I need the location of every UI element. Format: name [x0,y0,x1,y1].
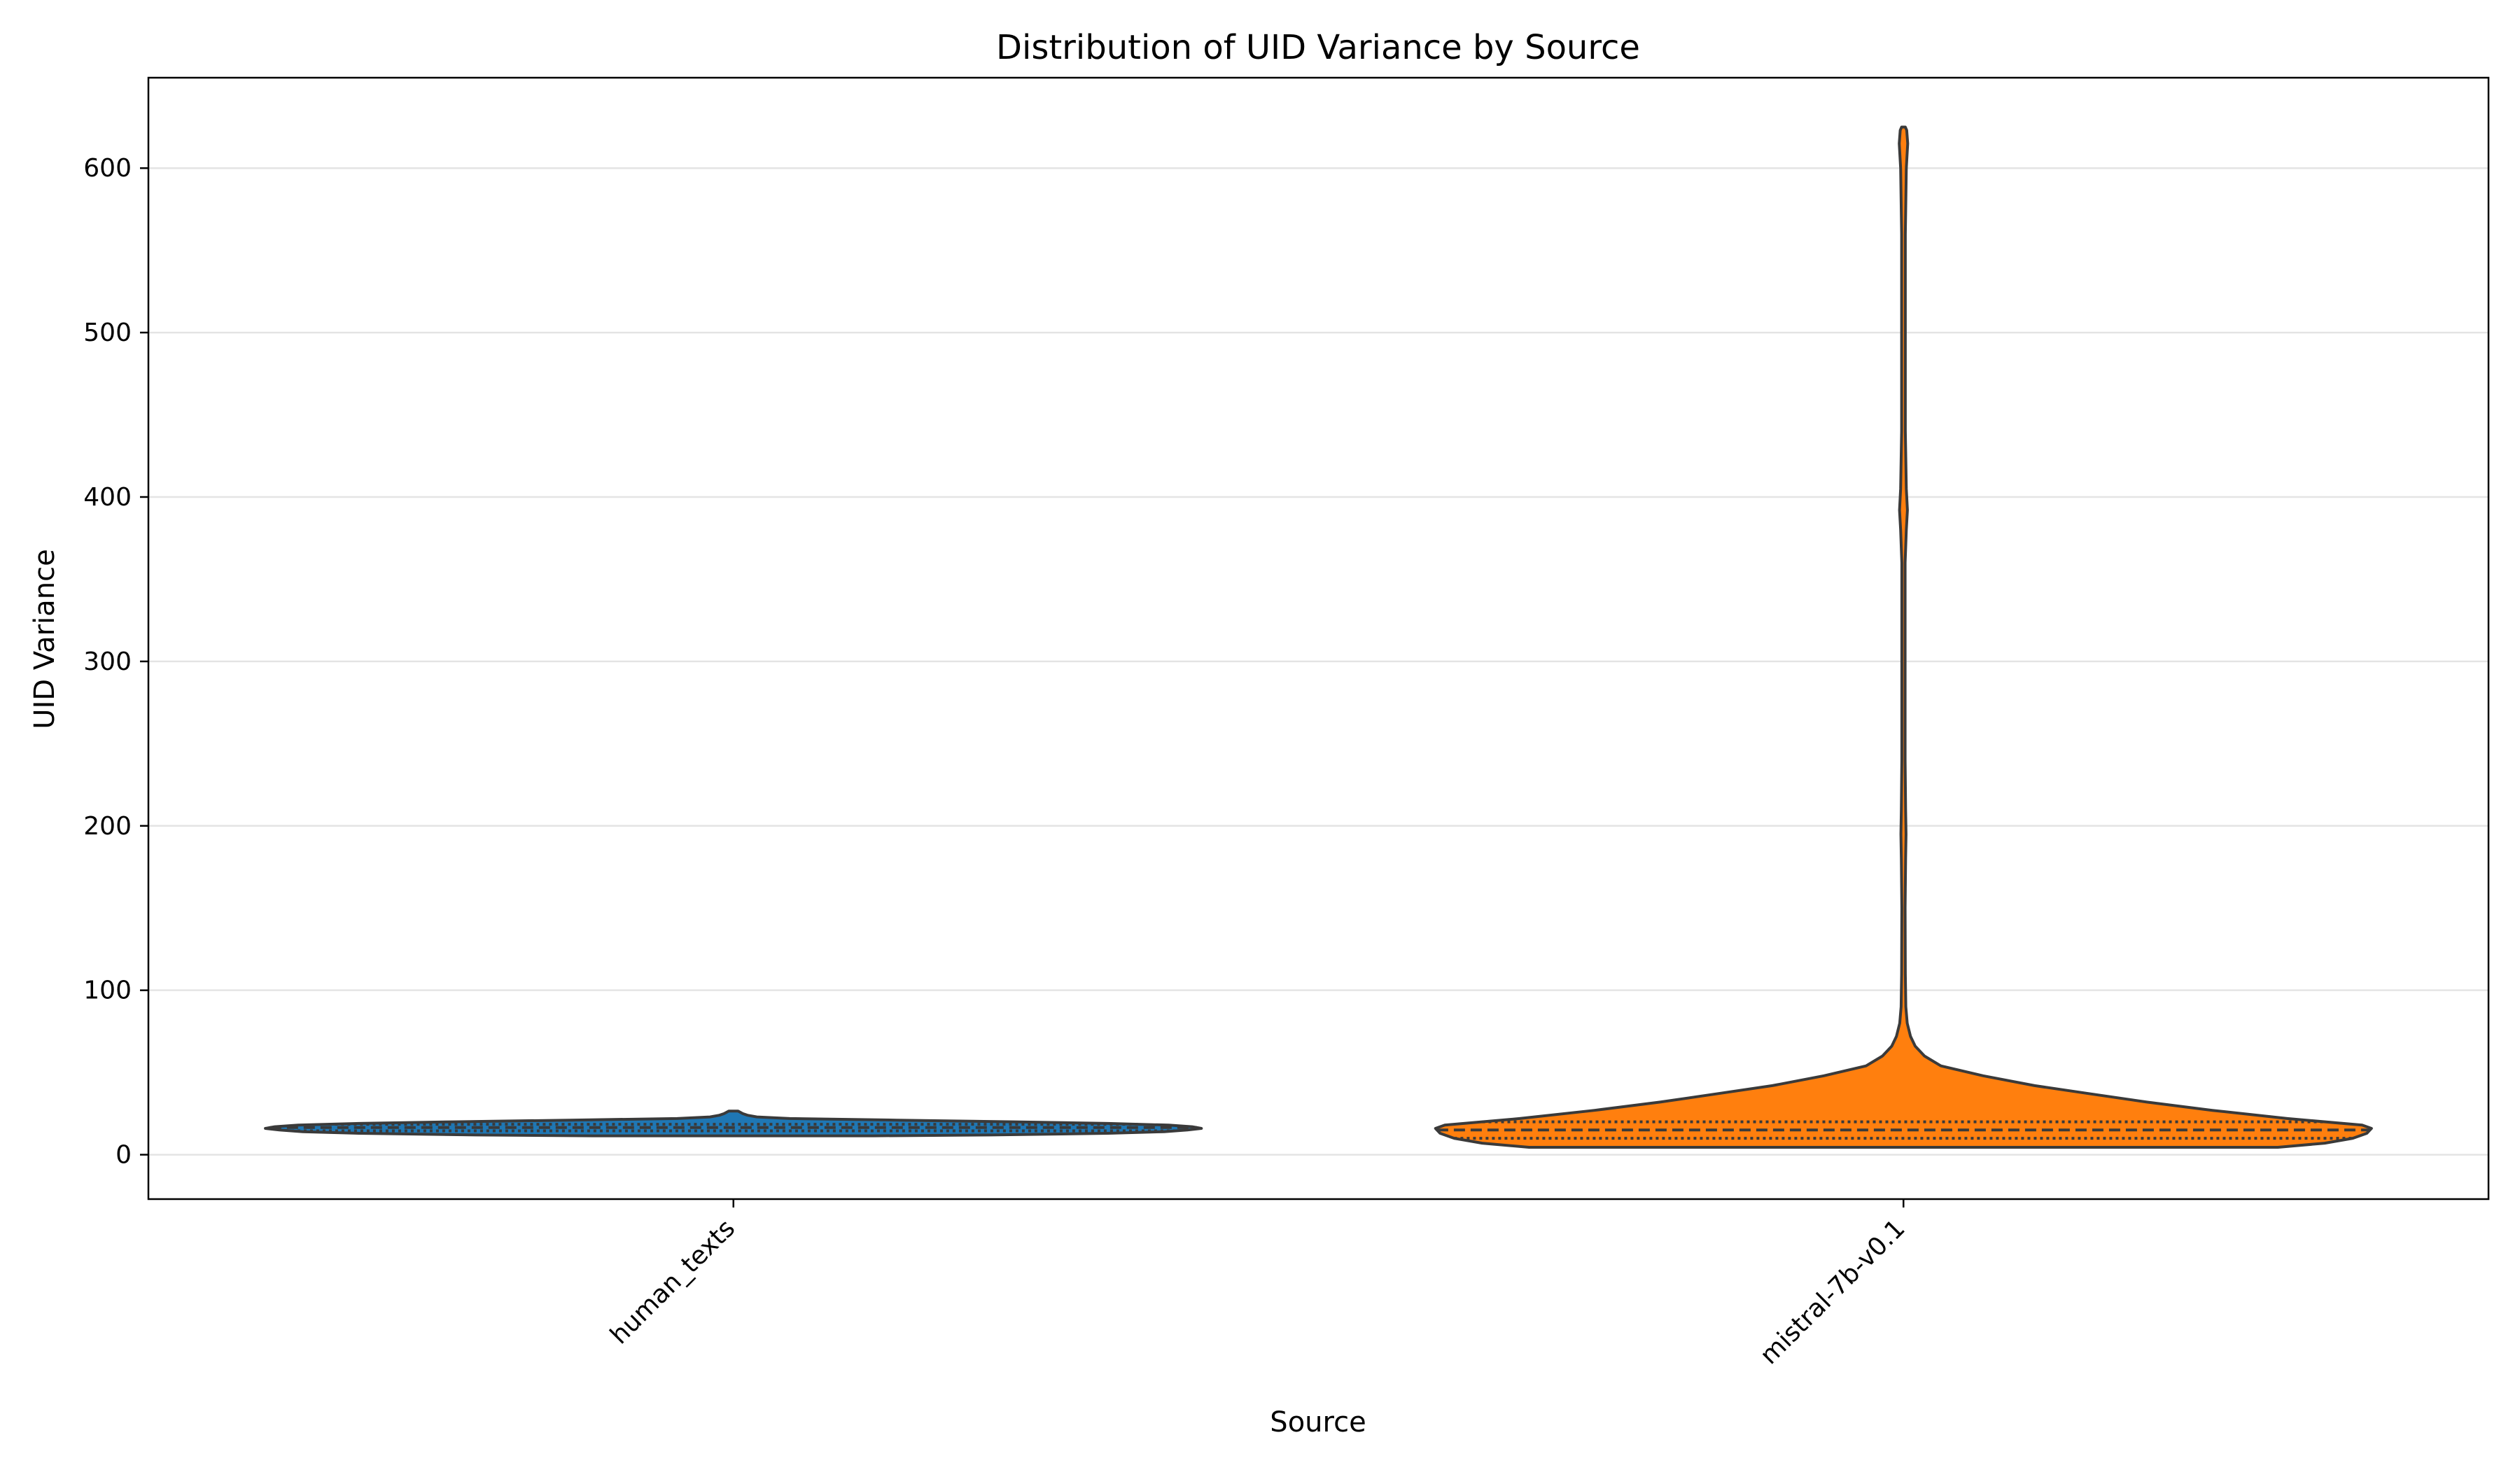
chart-title: Distribution of UID Variance by Source [996,28,1640,67]
violins [264,125,2373,1149]
y-axis: 0 100 200 300 400 500 600 [83,154,148,1170]
y-tick-label: 100 [83,976,132,1005]
x-axis-title: Source [1270,1406,1366,1438]
y-tick-label: 200 [83,812,132,841]
y-tick-label: 600 [83,154,132,183]
violin-mistral-7b-v0.1 [1434,125,2373,1149]
y-tick-label: 400 [83,483,132,512]
y-tick-label: 300 [83,648,132,676]
grid-layer [148,167,2488,1156]
y-tick-label: 500 [83,318,132,347]
plot-frame [147,76,2490,1200]
y-axis-title: UID Variance [29,549,61,729]
y-tick-label: 0 [115,1141,132,1170]
